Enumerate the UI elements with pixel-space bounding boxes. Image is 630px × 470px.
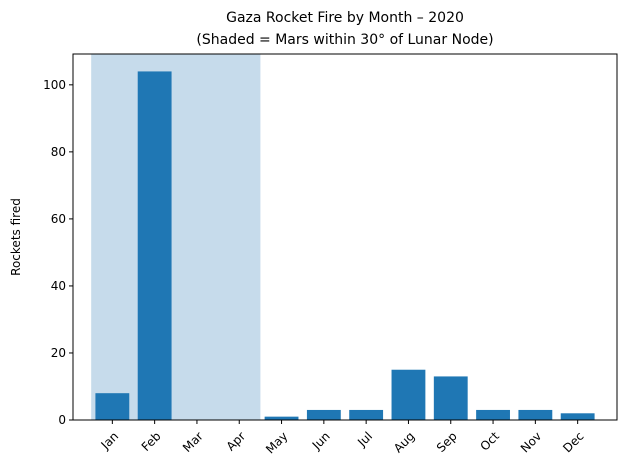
x-tick-label: Nov: [518, 429, 544, 455]
x-tick-label: Sep: [434, 429, 460, 455]
plot-frame: [72, 53, 618, 421]
bar: [349, 409, 384, 420]
x-tick-label: May: [263, 429, 290, 456]
bar: [95, 393, 130, 420]
x-tick-label: Aug: [391, 429, 417, 455]
bar: [518, 409, 553, 420]
x-tick-label: Jul: [354, 429, 375, 450]
bar: [306, 409, 341, 420]
y-tick-label: 60: [51, 212, 66, 226]
x-tick-label: Jan: [98, 429, 122, 453]
x-tick-label: Dec: [560, 429, 586, 455]
x-tick-label: Apr: [224, 429, 249, 454]
y-tick-label: 100: [43, 78, 66, 92]
y-tick-label: 80: [51, 145, 66, 159]
bar: [560, 413, 595, 420]
bar: [391, 369, 426, 420]
bar: [137, 71, 172, 420]
bar: [264, 416, 299, 420]
x-tick-label: Mar: [180, 429, 206, 455]
bar: [433, 376, 468, 420]
y-tick-label: 0: [58, 413, 66, 427]
chart-title: Gaza Rocket Fire by Month – 2020: [226, 10, 464, 26]
bar: [476, 409, 510, 420]
y-axis-label: Rockets fired: [9, 198, 23, 276]
y-tick-label: 40: [51, 279, 66, 293]
x-tick-label: Feb: [139, 429, 164, 454]
y-tick-label: 20: [51, 346, 66, 360]
x-tick-label: Oct: [477, 429, 502, 454]
shaded-span: [91, 54, 261, 420]
x-tick-label: Jun: [309, 429, 333, 453]
chart-subtitle: (Shaded = Mars within 30° of Lunar Node): [196, 32, 493, 48]
